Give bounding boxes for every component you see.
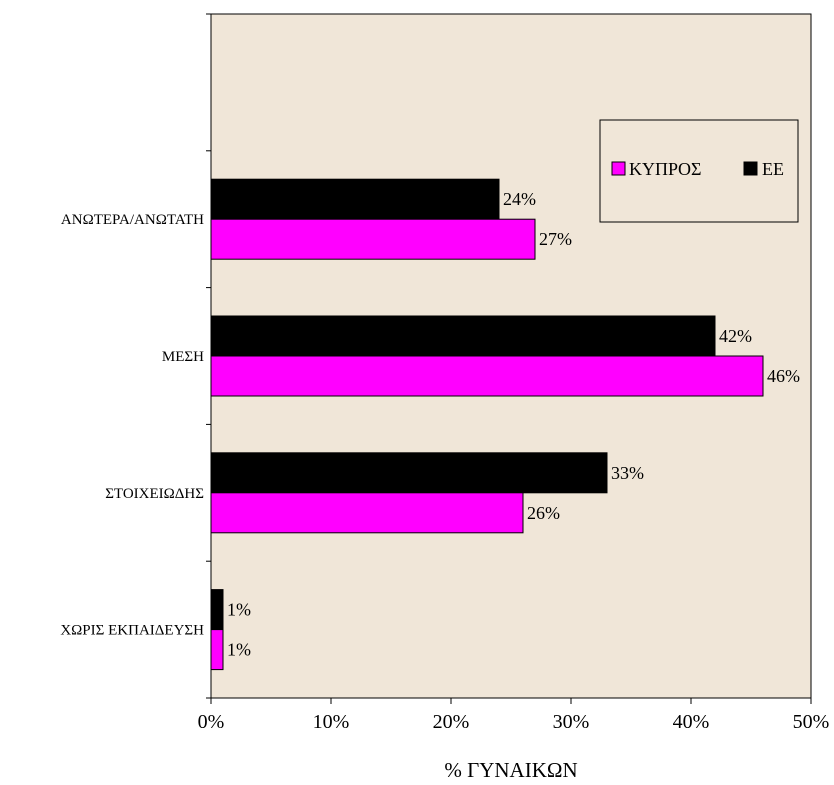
data-label: 26% bbox=[527, 503, 560, 523]
x-tick-label: 50% bbox=[793, 711, 830, 733]
bars-layer bbox=[210, 178, 764, 671]
legend-label-eu: ΕΕ bbox=[762, 159, 784, 179]
data-label: 1% bbox=[227, 640, 251, 660]
bar-eu-3 bbox=[210, 589, 224, 631]
bar-eu-2 bbox=[210, 452, 608, 494]
category-label: ΣΤΟΙΧΕΙΩΔΗΣ bbox=[105, 486, 204, 502]
legend-label-cyprus: ΚΥΠΡΟΣ bbox=[629, 159, 701, 179]
data-label: 42% bbox=[719, 326, 752, 346]
x-tick-label: 30% bbox=[553, 711, 590, 733]
x-tick-label: 10% bbox=[313, 711, 350, 733]
legend-swatch-cyprus bbox=[611, 161, 626, 176]
x-axis-title: % ΓΥΝΑΙΚΩΝ bbox=[444, 758, 577, 782]
bar-cyprus-3 bbox=[210, 629, 224, 671]
bar-cyprus-2 bbox=[210, 492, 524, 534]
axes: ΑΝΩΤΕΡΑ/ΑΝΩΤΑΤΗ ΜΕΣΗ ΣΤΟΙΧΕΙΩΔΗΣ ΧΩΡΙΣ ΕΚΠΑ… bbox=[60, 13, 830, 733]
legend-swatch-eu bbox=[743, 161, 758, 176]
category-label: ΑΝΩΤΕΡΑ/ΑΝΩΤΑΤΗ bbox=[61, 212, 204, 228]
x-tick-label: 40% bbox=[673, 711, 710, 733]
legend: ΚΥΠΡΟΣ ΕΕ bbox=[599, 119, 799, 223]
data-label: 27% bbox=[539, 229, 572, 249]
category-label: ΜΕΣΗ bbox=[162, 349, 204, 365]
legend-box bbox=[599, 119, 799, 223]
category-label: ΧΩΡΙΣ ΕΚΠΑΙΔΕΥΣΗ bbox=[60, 623, 204, 639]
data-label: 1% bbox=[227, 600, 251, 620]
bar-cyprus-1 bbox=[210, 355, 764, 397]
x-tick-label: 20% bbox=[433, 711, 470, 733]
data-label: 24% bbox=[503, 189, 536, 209]
bar-cyprus-0 bbox=[210, 218, 536, 260]
data-label: 33% bbox=[611, 463, 644, 483]
bar-eu-0 bbox=[210, 178, 500, 220]
data-labels-layer: 24%27% 42% 46% 33% 26% 1% 1% bbox=[227, 189, 800, 659]
x-tick-label: 0% bbox=[198, 711, 225, 733]
data-label: 46% bbox=[767, 366, 800, 386]
bar-eu-1 bbox=[210, 315, 716, 357]
